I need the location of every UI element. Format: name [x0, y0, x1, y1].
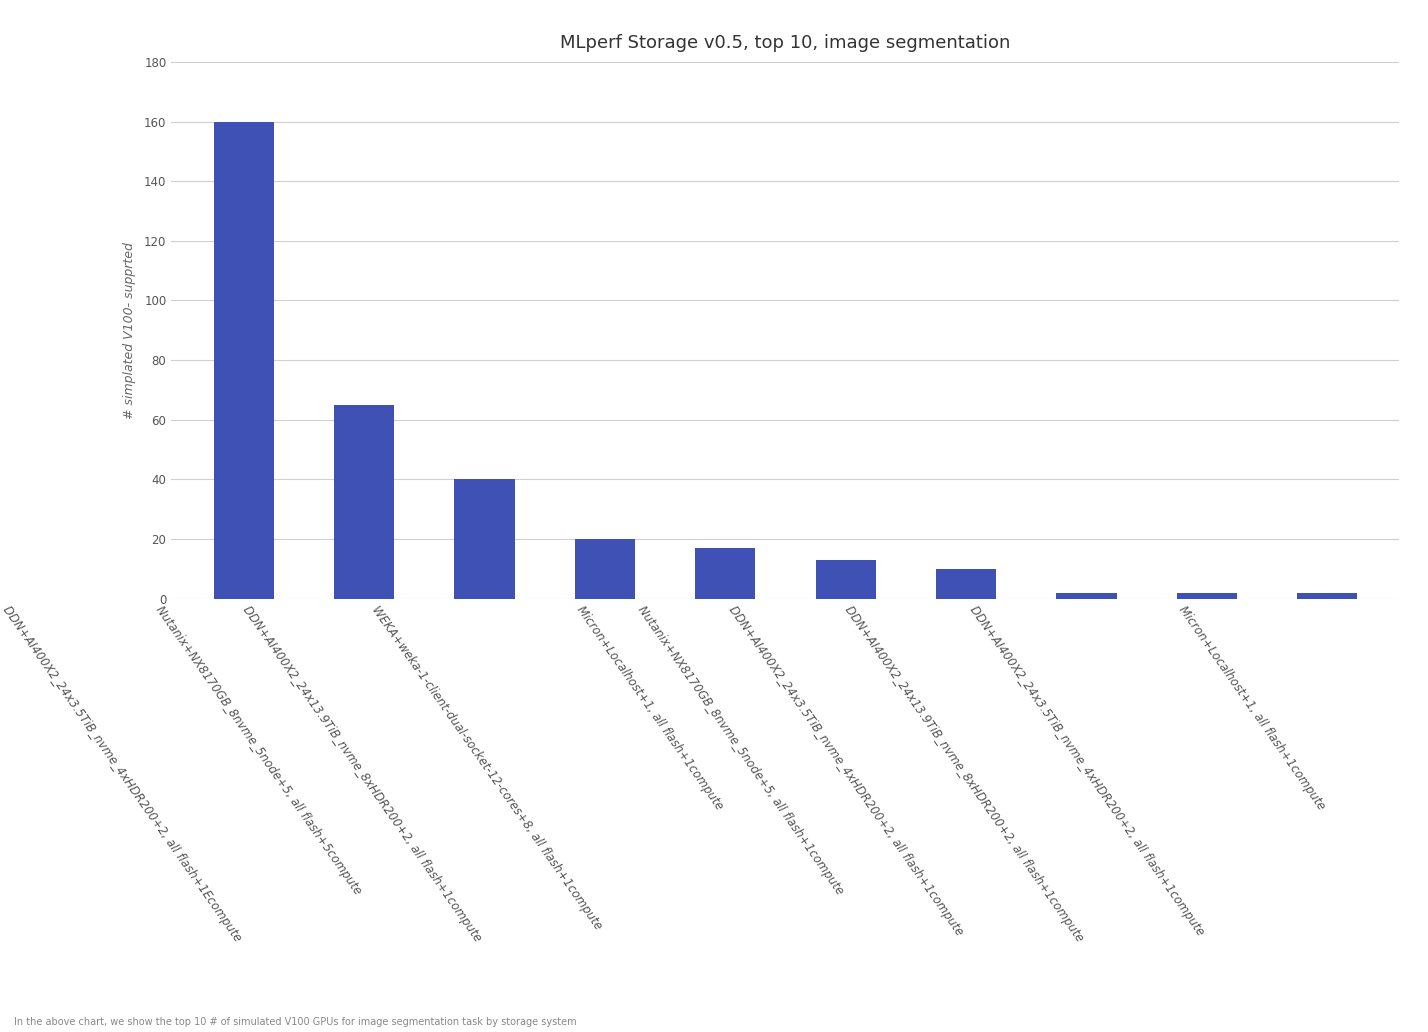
Bar: [1177, 592, 1237, 599]
Bar: [214, 122, 274, 599]
Bar: [935, 569, 997, 599]
Bar: [454, 479, 514, 599]
Bar: [695, 548, 755, 599]
Bar: [574, 539, 635, 599]
Bar: [334, 405, 394, 599]
Title: MLperf Storage v0.5, top 10, image segmentation: MLperf Storage v0.5, top 10, image segme…: [560, 34, 1011, 52]
Bar: [1057, 592, 1117, 599]
Bar: [815, 559, 875, 599]
Bar: [1297, 592, 1357, 599]
Text: In the above chart, we show the top 10 # of simulated V100 GPUs for image segmen: In the above chart, we show the top 10 #…: [14, 1017, 577, 1027]
Y-axis label: # simplated V100- supprted: # simplated V100- supprted: [123, 241, 136, 419]
